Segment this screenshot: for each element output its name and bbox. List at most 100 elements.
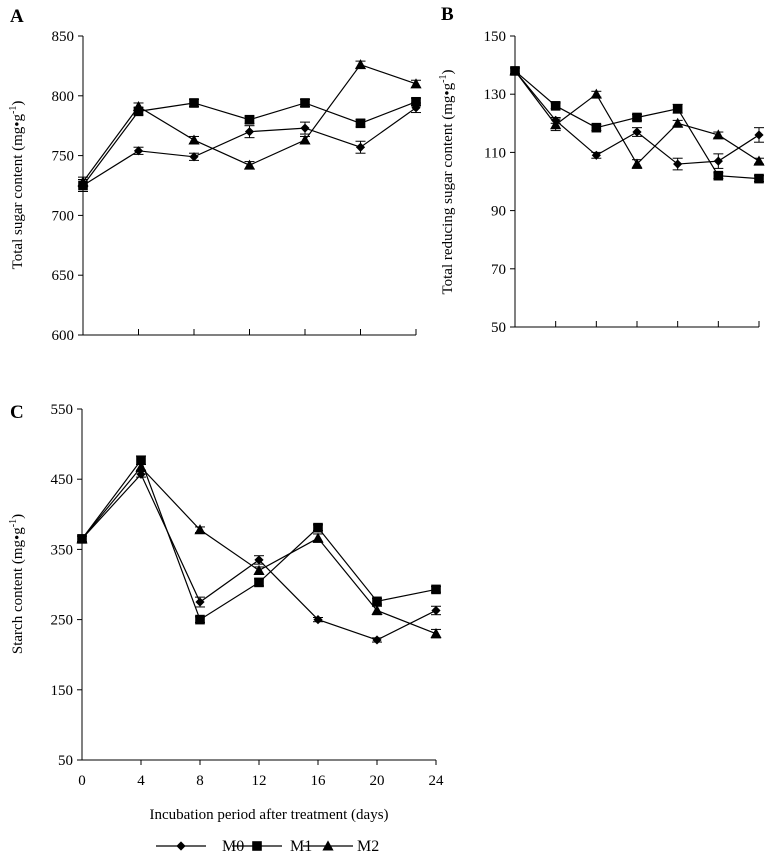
panel-b-letter: B — [441, 4, 454, 25]
panel-c-letter: C — [10, 402, 24, 423]
data-point-m1 — [550, 101, 561, 111]
data-point-m0 — [713, 156, 723, 166]
legend-marker-triangle — [322, 840, 334, 851]
data-point-m2 — [132, 100, 145, 112]
data-point-m0 — [591, 150, 601, 160]
data-point-m1 — [244, 114, 255, 125]
y-tick-label: 650 — [52, 268, 75, 284]
data-point-m1 — [713, 170, 724, 181]
series-m2 — [76, 461, 442, 639]
y-tick-label: 150 — [51, 683, 74, 699]
data-point-m0 — [673, 159, 683, 169]
data-point-m1 — [632, 112, 642, 123]
y-axis-title-text: Total reducing sugar content (mg•g — [440, 82, 456, 294]
data-point-m0 — [300, 123, 310, 133]
data-point-m2 — [135, 461, 147, 472]
data-point-m2 — [354, 59, 367, 70]
y-tick-label: 850 — [52, 29, 75, 45]
data-point-m2 — [299, 134, 311, 145]
panel-c-starch: C 50 150 250 350 450 550 0 4 8 12 16 20 24 Incubation… — [8, 402, 444, 823]
series-line-m1 — [81, 459, 437, 621]
legend-label: M1 — [290, 838, 312, 855]
data-point-m1 — [754, 173, 764, 184]
data-point-m2 — [509, 65, 521, 76]
data-point-m0 — [372, 635, 382, 645]
data-point-m0 — [431, 605, 441, 616]
data-point-m2 — [371, 604, 383, 615]
y-tick-label: 50 — [58, 753, 73, 769]
data-point-m2 — [430, 628, 442, 639]
data-point-m1 — [591, 122, 602, 133]
data-point-m2 — [712, 129, 724, 140]
y-tick-label: 250 — [51, 613, 74, 629]
y-tick-label: 50 — [491, 320, 506, 336]
data-point-m2 — [672, 117, 684, 128]
y-axis-title-text: Total sugar content (mg•g — [10, 113, 26, 269]
data-point-m1 — [300, 98, 310, 108]
legend-label: M2 — [357, 838, 379, 855]
data-point-m2 — [753, 155, 765, 166]
data-point-m1 — [189, 98, 199, 108]
data-point-m0 — [754, 130, 764, 140]
data-point-m2 — [253, 564, 265, 575]
data-point-m2 — [194, 524, 206, 535]
y-axis-title-close: ) — [10, 514, 26, 519]
y-tick-label: 550 — [51, 402, 74, 418]
y-axis-title-sup: -1 — [8, 519, 19, 527]
data-point-m1 — [431, 584, 441, 595]
data-point-m2 — [77, 176, 89, 187]
data-point-m2 — [410, 78, 422, 89]
y-tick-label: 350 — [51, 542, 74, 558]
data-point-m0 — [133, 146, 144, 156]
x-tick-label: 12 — [252, 773, 267, 789]
data-point-m0 — [189, 152, 199, 162]
data-point-m1 — [195, 614, 205, 625]
data-point-m0 — [195, 597, 205, 607]
data-point-m0 — [244, 127, 255, 137]
x-tick-label: 16 — [311, 773, 327, 789]
series-m1 — [77, 455, 441, 625]
data-point-m2 — [312, 532, 324, 543]
data-point-m0 — [136, 469, 146, 479]
series-m1 — [78, 96, 421, 192]
legend-entry-m2: M2 — [303, 838, 379, 855]
y-axis-title-close: ) — [440, 70, 456, 75]
data-point-m1 — [372, 596, 382, 607]
y-tick-label: 450 — [51, 472, 74, 488]
legend-entry-m0: M0 — [156, 838, 244, 855]
y-axis-title: Total reducing sugar content (mg•g-1) — [438, 70, 456, 295]
x-tick-label: 0 — [78, 773, 86, 789]
legend-marker-square — [252, 841, 262, 851]
data-point-m0 — [355, 142, 366, 152]
data-point-m2 — [243, 159, 256, 170]
series-line-m2 — [81, 466, 437, 635]
y-tick-label: 750 — [52, 149, 75, 165]
x-tick-label: 24 — [429, 773, 445, 789]
x-tick-label: 8 — [196, 773, 204, 789]
y-axis-title-text: Starch content (mg•g — [10, 527, 26, 654]
data-point-m0 — [632, 127, 642, 137]
y-axis-title-sup: -1 — [8, 106, 19, 114]
legend-entry-m1: M1 — [232, 838, 312, 855]
y-tick-label: 600 — [52, 328, 75, 344]
data-point-m2 — [590, 88, 602, 99]
y-axis-title: Total sugar content (mg•g-1) — [8, 101, 26, 270]
data-point-m1 — [313, 522, 323, 533]
panel-a-total-sugar: A 600 650 700 750 800 850 Total sugar content … — [8, 6, 422, 344]
panel-a-letter: A — [10, 6, 24, 27]
y-axis-title-close: ) — [10, 101, 26, 106]
data-point-m1 — [411, 96, 421, 107]
legend: M0 M1 M2 — [156, 838, 379, 855]
data-point-m2 — [76, 533, 88, 544]
y-tick-label: 130 — [484, 87, 507, 103]
series-m2 — [77, 59, 422, 188]
data-point-m2 — [550, 119, 562, 130]
x-tick-label: 4 — [137, 773, 145, 789]
data-point-m0 — [254, 555, 264, 565]
data-point-m1 — [355, 118, 366, 129]
y-axis-title: Starch content (mg•g-1) — [8, 514, 26, 654]
data-point-m1 — [133, 106, 144, 117]
data-point-m1 — [136, 455, 146, 466]
legend-marker-diamond — [176, 841, 186, 851]
